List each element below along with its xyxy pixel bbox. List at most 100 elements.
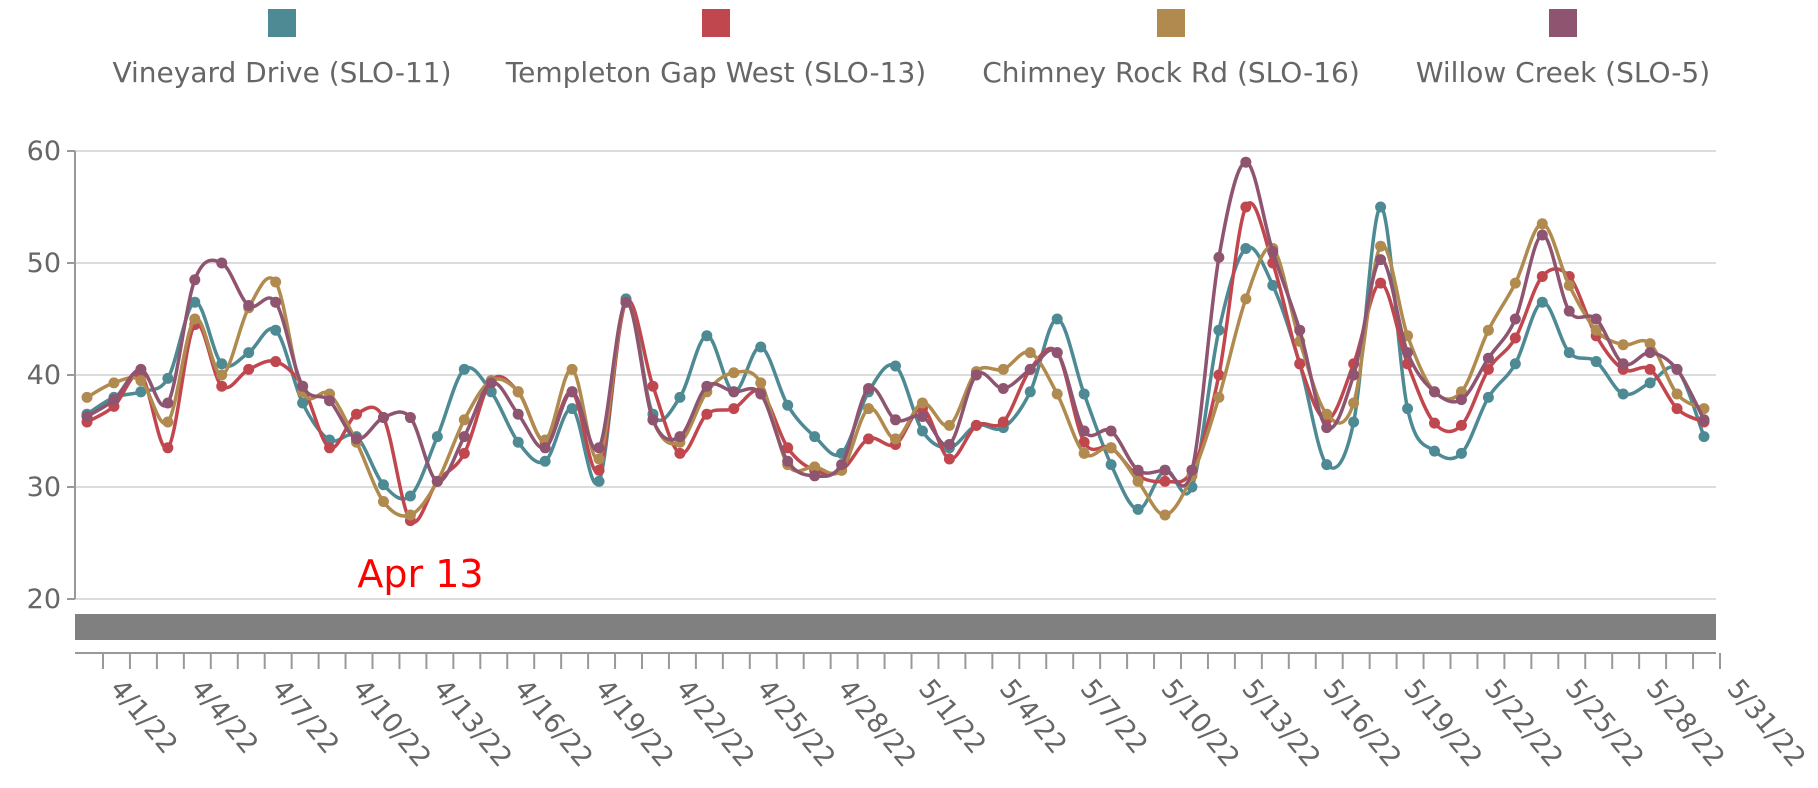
data-point [647, 380, 659, 392]
data-point [1563, 279, 1575, 291]
data-point [1348, 397, 1360, 409]
data-point [162, 442, 174, 454]
data-point [512, 386, 524, 398]
data-point [809, 431, 821, 443]
data-point [1267, 279, 1279, 291]
data-point [458, 431, 470, 443]
x-tick-label: 5/22/22 [1478, 674, 1569, 774]
data-point [836, 459, 848, 471]
data-point [431, 431, 443, 443]
data-point [216, 369, 228, 381]
data-point [216, 358, 228, 370]
data-point [189, 274, 201, 286]
x-tick-label: 5/19/22 [1397, 674, 1488, 774]
data-point [782, 399, 794, 411]
series-line [86, 205, 1706, 512]
y-tick-label: 60 [27, 136, 61, 167]
data-point [1617, 358, 1629, 370]
data-point [189, 296, 201, 308]
data-point [1698, 414, 1710, 426]
legend-label: Chimney Rock Rd (SLO-16) [982, 56, 1360, 89]
data-point [1644, 363, 1656, 375]
data-point [1482, 391, 1494, 403]
series-line [86, 160, 1706, 488]
data-point [1267, 246, 1279, 258]
data-point [782, 455, 794, 467]
data-point [674, 447, 686, 459]
data-point [1429, 386, 1440, 398]
legend-swatch [1157, 9, 1185, 37]
data-point [1375, 201, 1387, 213]
x-tick-label: 4/22/22 [670, 674, 761, 774]
data-point [674, 431, 686, 443]
data-point [1132, 475, 1144, 487]
data-point [1105, 442, 1117, 454]
data-point [1536, 270, 1548, 282]
x-tick-label: 5/25/22 [1559, 674, 1650, 774]
x-tick-label: 4/16/22 [508, 674, 599, 774]
data-point [863, 382, 875, 394]
data-point [674, 391, 686, 403]
data-point [1240, 156, 1252, 168]
data-point [1294, 324, 1306, 336]
data-point [1590, 313, 1602, 325]
data-point [1024, 386, 1036, 398]
data-point [1132, 464, 1144, 476]
data-point [1644, 377, 1656, 389]
data-point [1455, 419, 1467, 431]
data-point [1321, 408, 1333, 420]
data-point [458, 447, 470, 459]
data-point [1671, 388, 1683, 400]
data-point [566, 386, 578, 398]
annotation: Apr 13 [357, 552, 483, 596]
data-point [1536, 218, 1548, 230]
scrollbar[interactable] [75, 614, 1716, 640]
data-point [108, 394, 120, 406]
data-point [943, 453, 955, 465]
data-point [404, 412, 416, 424]
data-point [324, 442, 336, 454]
data-point [1482, 363, 1494, 375]
data-point [1024, 363, 1036, 375]
data-point [1159, 464, 1171, 476]
data-point [270, 324, 282, 336]
data-point [1429, 445, 1440, 457]
data-point [135, 386, 147, 398]
data-point [1536, 296, 1548, 308]
data-point [539, 455, 551, 467]
data-point [970, 419, 982, 431]
x-tick-label: 4/10/22 [346, 674, 437, 774]
data-point [593, 453, 605, 465]
data-point [1159, 475, 1171, 487]
data-point [1240, 201, 1252, 213]
data-point [135, 363, 147, 375]
data-point [1051, 313, 1063, 325]
data-point [701, 408, 713, 420]
data-point [647, 414, 659, 426]
data-point [1509, 358, 1521, 370]
data-point [1482, 324, 1494, 336]
legend-swatch [702, 9, 730, 37]
data-point [1348, 416, 1360, 428]
data-point [297, 380, 309, 392]
data-point [1671, 363, 1683, 375]
data-point [809, 461, 821, 473]
x-tick-label: 5/16/22 [1316, 674, 1407, 774]
series [81, 156, 1710, 488]
data-point [189, 313, 201, 325]
data-point [1051, 347, 1063, 359]
data-point [1078, 436, 1090, 448]
y-tick-label: 30 [27, 472, 61, 503]
data-point [1644, 347, 1656, 359]
data-point [108, 377, 120, 389]
x-tick-label: 4/25/22 [750, 674, 841, 774]
data-point [890, 414, 901, 426]
data-point [755, 377, 767, 389]
x-tick-label: 5/13/22 [1236, 674, 1327, 774]
x-tick-label: 5/31/22 [1721, 674, 1812, 774]
data-point [728, 386, 740, 398]
data-point [566, 363, 578, 375]
data-point [1402, 403, 1414, 415]
data-point [162, 397, 174, 409]
